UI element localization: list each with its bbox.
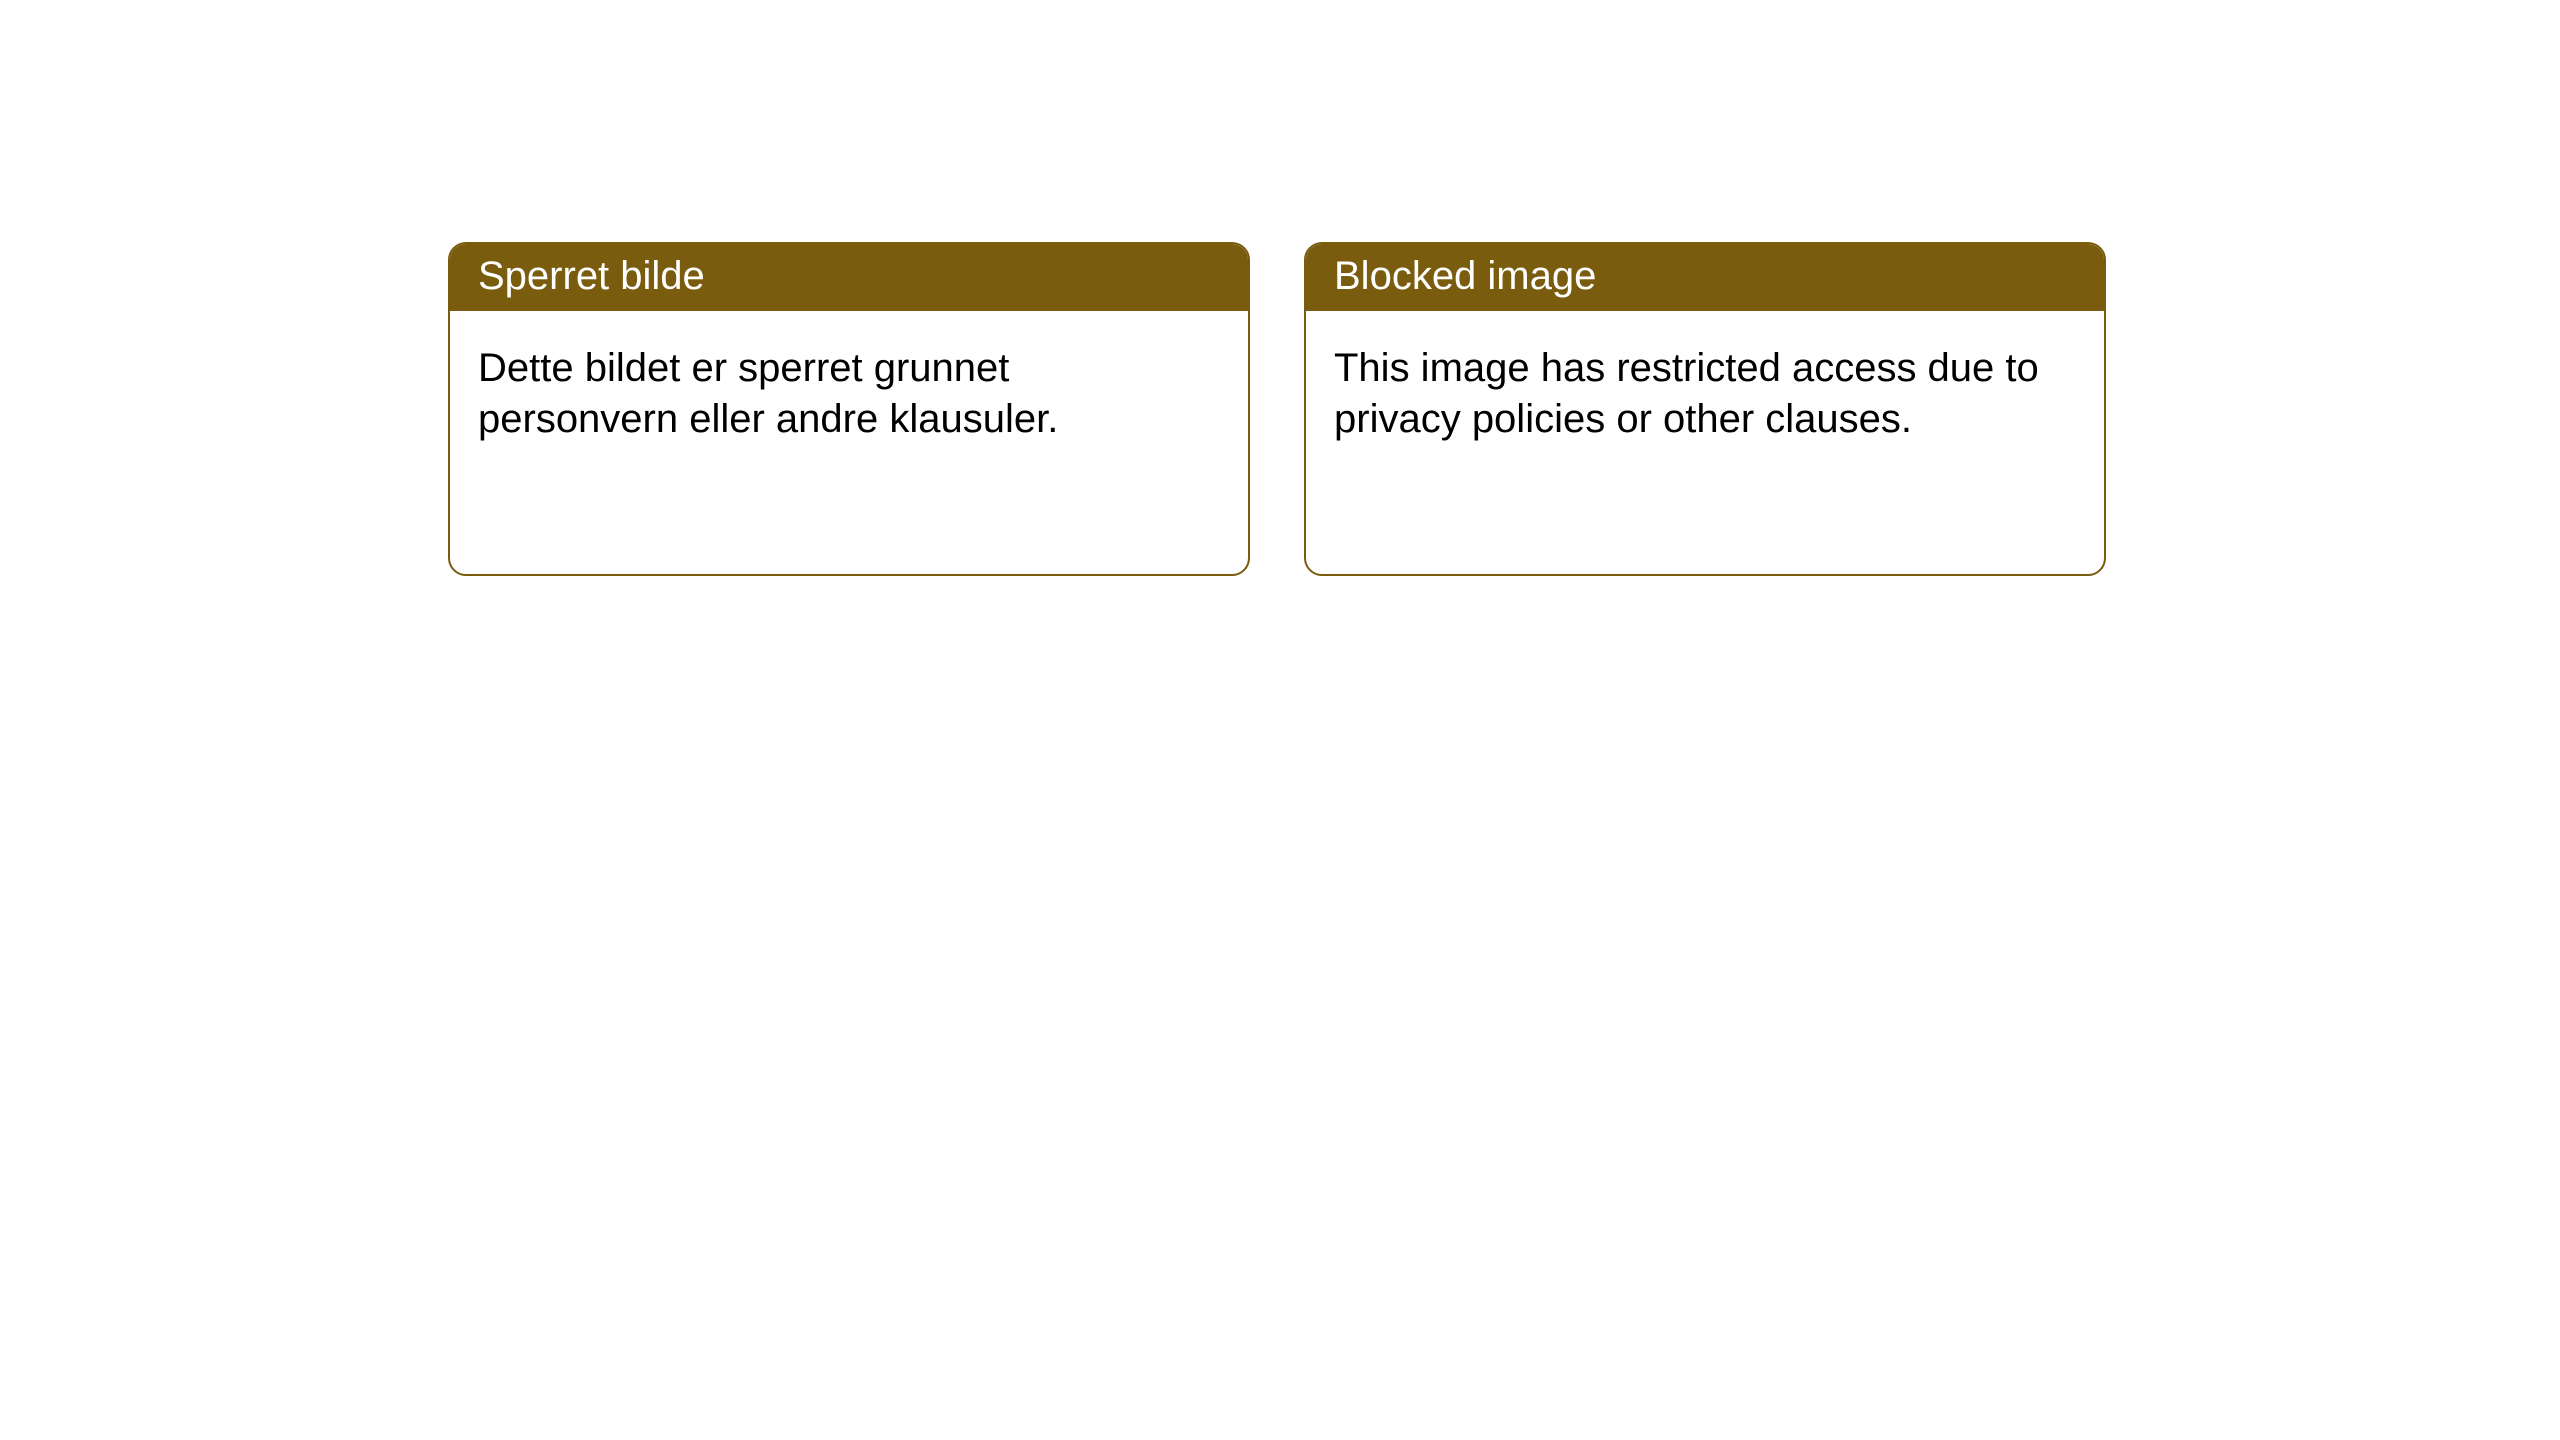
notice-title: Sperret bilde (478, 254, 705, 298)
notice-header: Blocked image (1306, 244, 2104, 311)
notice-body-text: Dette bildet er sperret grunnet personve… (478, 346, 1058, 441)
notice-title: Blocked image (1334, 254, 1596, 298)
notice-container: Sperret bilde Dette bildet er sperret gr… (0, 0, 2560, 576)
notice-body: Dette bildet er sperret grunnet personve… (450, 311, 1248, 473)
notice-body-text: This image has restricted access due to … (1334, 346, 2039, 441)
notice-box-english: Blocked image This image has restricted … (1304, 242, 2106, 576)
notice-body: This image has restricted access due to … (1306, 311, 2104, 473)
notice-header: Sperret bilde (450, 244, 1248, 311)
notice-box-norwegian: Sperret bilde Dette bildet er sperret gr… (448, 242, 1250, 576)
